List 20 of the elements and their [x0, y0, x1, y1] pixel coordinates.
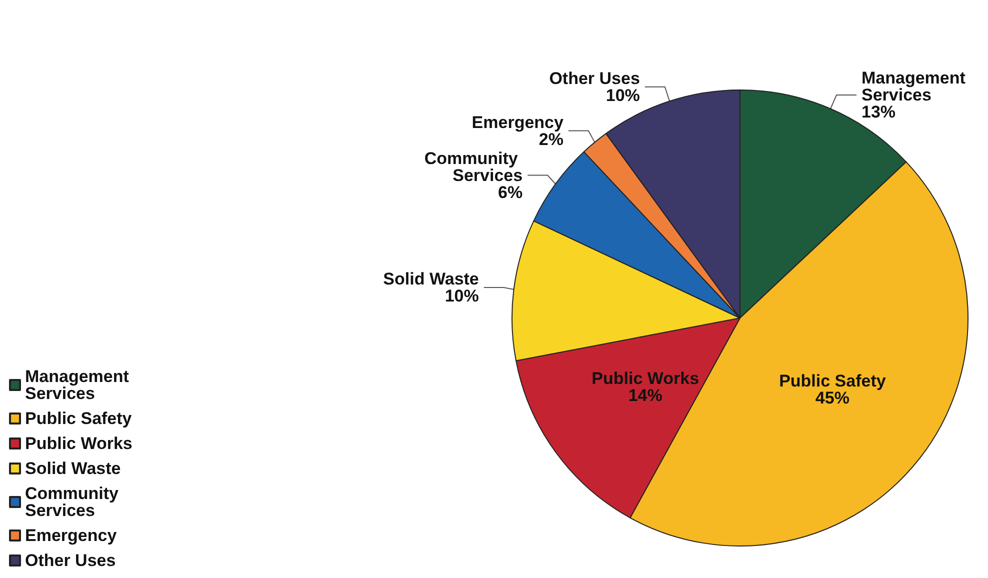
- slice-label: Other Uses: [549, 68, 640, 88]
- data-label: 45%: [815, 388, 850, 408]
- legend-label: Management Services: [25, 367, 134, 403]
- legend-label: Emergency: [25, 526, 118, 545]
- data-label: 13%: [862, 102, 896, 122]
- slice-label: Management Services: [862, 68, 970, 104]
- data-label: 14%: [628, 386, 662, 405]
- slice-label: Public Works: [592, 368, 700, 388]
- legend-label: Community Services: [25, 484, 124, 520]
- data-label: 6%: [498, 182, 523, 202]
- data-label: 10%: [444, 286, 479, 306]
- legend-label: Other Uses: [25, 551, 116, 570]
- legend-label: Solid Waste: [25, 459, 121, 478]
- slice-label: Community Services: [424, 148, 523, 185]
- slice-label: Emergency: [472, 112, 564, 132]
- slice-label: Solid Waste: [383, 270, 479, 289]
- slice-label: Public Safety: [779, 372, 886, 391]
- legend-label: Public Safety: [25, 409, 132, 428]
- legend-label: Public Works: [25, 434, 132, 453]
- data-label: 10%: [606, 86, 640, 105]
